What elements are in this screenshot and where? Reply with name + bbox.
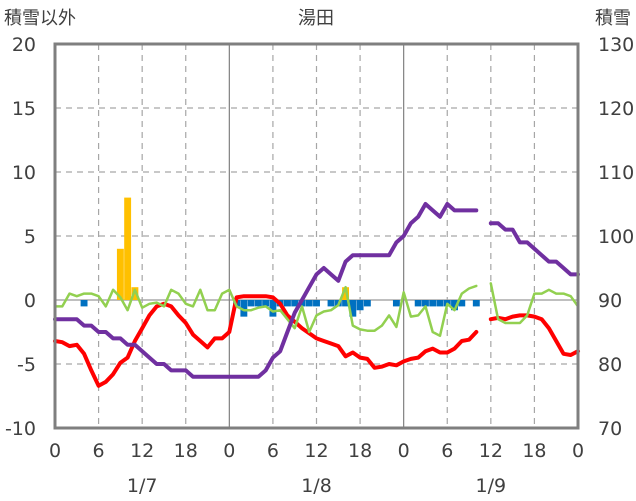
bar-降雪量 bbox=[262, 300, 270, 307]
bar-降雪量 bbox=[392, 300, 400, 307]
y-left-tick-label: 0 bbox=[24, 290, 36, 312]
x-tick-label: 0 bbox=[398, 440, 410, 462]
x-tick-label: 18 bbox=[174, 440, 198, 462]
bar-降雪量 bbox=[342, 300, 350, 307]
x-tick-label: 0 bbox=[49, 440, 61, 462]
bar-降雪量 bbox=[349, 300, 357, 317]
x-axis-ticks: 0 6 12 18 0 6 12 18 0 6 12 18 0 bbox=[49, 440, 584, 462]
y-right-tick-label: 110 bbox=[598, 162, 634, 184]
bar-降雪量 bbox=[363, 300, 371, 307]
bar-降雪量 bbox=[356, 300, 364, 311]
bar-降雪量 bbox=[80, 300, 88, 307]
y-left-tick-label: 10 bbox=[12, 162, 36, 184]
bar-降雪量 bbox=[247, 300, 255, 307]
y-left-tick-label: 15 bbox=[12, 98, 36, 120]
line-風速 bbox=[489, 282, 580, 325]
y-right-tick-label: 80 bbox=[598, 354, 622, 376]
day-label: 1/9 bbox=[476, 475, 507, 497]
bar-降雪量 bbox=[291, 300, 299, 307]
x-tick-label: 12 bbox=[130, 440, 154, 462]
day-label: 1/7 bbox=[127, 475, 158, 497]
bar-降雪量 bbox=[240, 300, 248, 317]
y-right-tick-label: 120 bbox=[598, 98, 634, 120]
bar-降雪量 bbox=[422, 300, 429, 307]
x-tick-label: 6 bbox=[267, 440, 279, 462]
day-labels: 1/7 1/8 1/9 bbox=[127, 475, 506, 497]
line-気温 bbox=[53, 294, 479, 388]
line-積雪 bbox=[488, 221, 580, 277]
bar-降水量 bbox=[131, 287, 139, 300]
x-tick-label: 12 bbox=[304, 440, 328, 462]
y-axis-left-ticks: -10 -5 0 5 10 15 20 bbox=[5, 34, 36, 440]
y-right-tick-label: 100 bbox=[598, 226, 634, 248]
y-left-tick-label: 20 bbox=[12, 34, 36, 56]
bar-降雪量 bbox=[283, 300, 291, 307]
bar-降雪量 bbox=[313, 300, 320, 307]
plot-frame bbox=[53, 42, 580, 430]
x-tick-label: 18 bbox=[522, 440, 546, 462]
grid-lines bbox=[55, 44, 578, 428]
y-right-tick-label: 70 bbox=[598, 418, 622, 440]
bar-降雪量 bbox=[414, 300, 422, 307]
bar-降雪量 bbox=[472, 300, 480, 307]
x-tick-label: 0 bbox=[572, 440, 584, 462]
chart-title: 湯田 bbox=[298, 8, 334, 29]
y-right-tick-label: 90 bbox=[598, 290, 622, 312]
bar-降雪量 bbox=[458, 300, 466, 307]
x-tick-label: 12 bbox=[479, 440, 503, 462]
bar-降雪量 bbox=[254, 300, 262, 307]
left-axis-title: 積雪以外 bbox=[4, 8, 76, 29]
y-left-tick-label: -5 bbox=[17, 354, 36, 376]
x-tick-label: 6 bbox=[441, 440, 453, 462]
line-気温 bbox=[488, 313, 580, 357]
x-tick-label: 18 bbox=[348, 440, 372, 462]
bar-降水量 bbox=[116, 248, 124, 300]
bar-降雪量 bbox=[436, 300, 444, 307]
line-series bbox=[53, 202, 580, 388]
y-left-tick-label: 5 bbox=[24, 226, 36, 248]
right-axis-title: 積雪 bbox=[595, 8, 631, 29]
y-left-tick-label: -10 bbox=[5, 418, 36, 440]
y-right-tick-label: 130 bbox=[598, 34, 634, 56]
x-tick-label: 6 bbox=[93, 440, 105, 462]
line-風速 bbox=[53, 284, 478, 338]
bar-降雪量 bbox=[429, 300, 437, 307]
bar-降雪量 bbox=[451, 300, 458, 311]
y-axis-right-ticks: 70 80 90 100 110 120 130 bbox=[598, 34, 634, 440]
x-tick-label: 0 bbox=[223, 440, 235, 462]
bar-降雪量 bbox=[327, 300, 335, 307]
bar-降水量 bbox=[124, 197, 132, 300]
bar-降雪量 bbox=[305, 300, 313, 307]
line-積雪 bbox=[53, 202, 479, 379]
day-label: 1/8 bbox=[301, 475, 332, 497]
bar-降雪量 bbox=[269, 300, 277, 317]
